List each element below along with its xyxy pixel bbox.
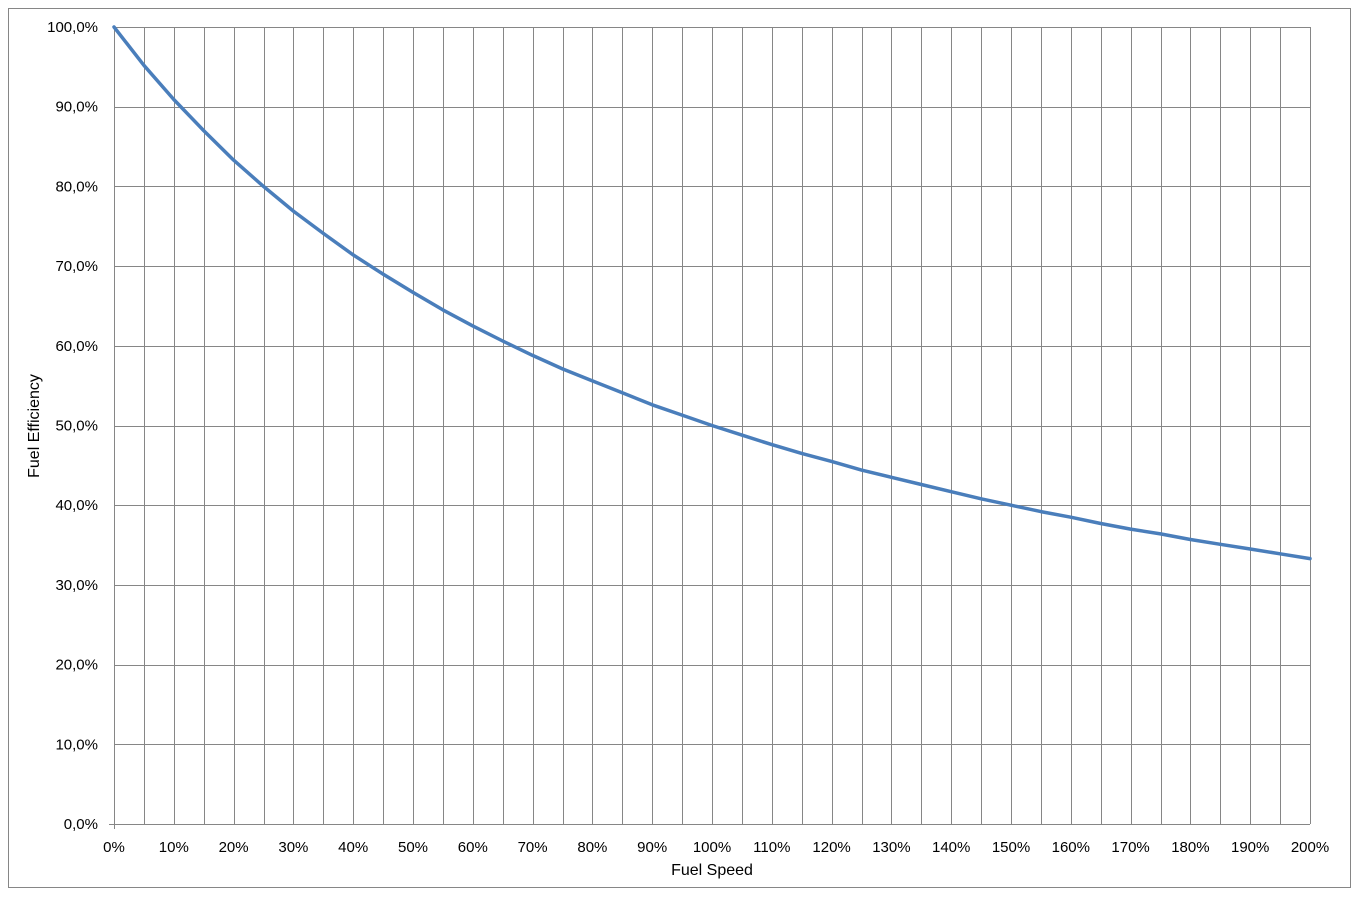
data-point [590, 379, 594, 383]
x-tick-label: 110% [753, 839, 790, 856]
data-point [979, 497, 983, 501]
data-point [411, 290, 415, 294]
data-point [441, 308, 445, 312]
y-tick-label: 100,0% [47, 19, 98, 36]
axes [109, 27, 1310, 829]
data-point [351, 253, 355, 257]
y-tick-label: 60,0% [55, 338, 98, 355]
x-tick-label: 170% [1111, 839, 1149, 856]
data-point [1099, 522, 1103, 525]
data-point [770, 443, 774, 447]
x-tick-label: 50% [398, 839, 428, 856]
x-tick-label: 190% [1231, 839, 1269, 856]
data-point [1159, 532, 1162, 536]
x-tick-label: 160% [1052, 839, 1090, 856]
x-tick-label: 30% [278, 839, 308, 856]
x-tick-label: 80% [577, 839, 607, 856]
x-tick-label: 180% [1171, 839, 1209, 856]
data-point [620, 391, 624, 395]
x-tick-label: 140% [932, 839, 970, 856]
data-point [1188, 538, 1192, 541]
data-point [860, 468, 863, 472]
data-point [740, 433, 744, 437]
y-tick-label: 10,0% [55, 736, 98, 753]
data-point [1069, 515, 1073, 519]
x-tick-label: 20% [219, 839, 249, 856]
x-axis-ticks: 0% 10% 20% 30% 40% 50% 60% 70% 80% 90% 100% 110% 120… [103, 839, 1329, 856]
chart-border [8, 8, 1351, 888]
y-tick-label: 50,0% [55, 418, 98, 435]
data-point [142, 63, 146, 67]
data-point [800, 451, 804, 455]
y-axis-ticks: 0,0% 10,0% 20,0% 30,0% 40,0% 50,0% 60,0% 70,0% 8… [47, 19, 98, 833]
data-point [1129, 527, 1133, 531]
data-point [1308, 557, 1312, 561]
data-point [291, 209, 295, 213]
data-point [172, 98, 176, 101]
data-point [561, 367, 564, 371]
gridlines [114, 27, 1311, 824]
data-point [262, 184, 265, 188]
data-point [381, 272, 385, 276]
data-point [501, 339, 505, 343]
y-tick-label: 0,0% [64, 816, 98, 833]
data-point [919, 483, 923, 486]
x-tick-label: 130% [872, 839, 910, 856]
y-tick-label: 30,0% [55, 577, 98, 594]
data-point [1248, 547, 1252, 551]
data-point [830, 459, 834, 463]
x-tick-label: 150% [992, 839, 1030, 856]
x-tick-label: 10% [159, 839, 189, 856]
y-tick-label: 70,0% [55, 258, 98, 275]
data-point [1218, 542, 1222, 546]
x-tick-label: 40% [338, 839, 368, 856]
data-point [531, 353, 535, 357]
data-point [1278, 552, 1282, 556]
data-point [471, 324, 475, 328]
x-tick-label: 90% [637, 839, 667, 856]
y-tick-label: 20,0% [55, 657, 98, 674]
x-tick-label: 200% [1291, 839, 1329, 856]
data-point [1009, 503, 1013, 507]
data-point [1039, 510, 1043, 514]
x-tick-label: 70% [518, 839, 548, 856]
x-tick-label: 100% [693, 839, 731, 856]
y-tick-label: 90,0% [55, 99, 98, 116]
data-point [112, 25, 116, 29]
y-tick-label: 40,0% [55, 497, 98, 514]
data-point [321, 231, 325, 235]
data-point [949, 490, 953, 494]
data-point [650, 403, 654, 407]
x-tick-label: 0% [103, 839, 125, 856]
data-point [710, 424, 714, 427]
y-tick-label: 80,0% [55, 178, 98, 195]
series-layer [112, 25, 1312, 561]
data-point [232, 158, 236, 162]
data-point [680, 413, 684, 417]
x-tick-label: 120% [812, 839, 850, 856]
data-point [202, 129, 206, 133]
y-axis-title: Fuel Efficiency [26, 374, 43, 478]
x-tick-label: 60% [458, 839, 488, 856]
x-axis-title: Fuel Speed [671, 862, 753, 879]
data-point [889, 475, 893, 479]
